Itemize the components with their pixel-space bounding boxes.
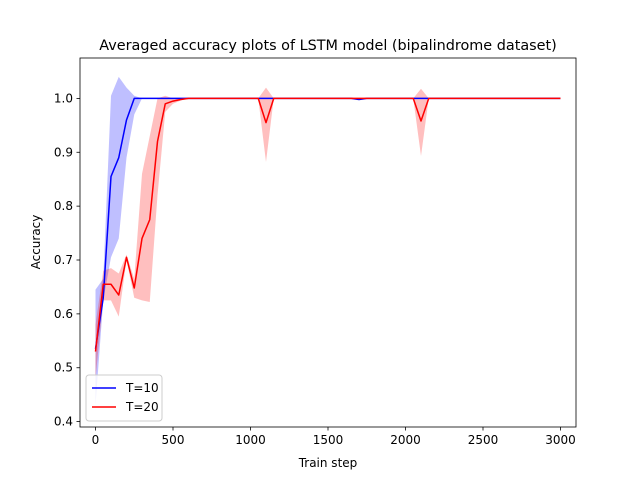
plot-marks xyxy=(94,76,561,406)
y-tick-label: 0.7 xyxy=(54,253,73,267)
y-tick-label: 0.9 xyxy=(54,145,73,159)
x-tick-label: 3000 xyxy=(545,433,576,447)
x-axis-title: Train step xyxy=(298,456,358,470)
y-tick-label: 0.8 xyxy=(54,199,73,213)
y-tick-label: 0.5 xyxy=(54,361,73,375)
axes: 0 500 1000 1500 2000 2500 3000 0.4 0.5 0.6 0.7 0.8 0… xyxy=(54,57,577,447)
x-tick-label: 0 xyxy=(92,433,100,447)
y-axis-title: Accuracy xyxy=(29,215,43,270)
y-tick-label: 1.0 xyxy=(54,91,73,105)
legend: T=10 T=20 xyxy=(85,374,163,422)
x-tick-label: 2500 xyxy=(468,433,499,447)
legend-label-2: T=20 xyxy=(125,400,159,414)
y-tick-label: 0.4 xyxy=(54,415,73,429)
legend-box xyxy=(85,374,163,422)
plot-area xyxy=(94,76,561,406)
x-tick-label: 2000 xyxy=(390,433,421,447)
y-tick-label: 0.6 xyxy=(54,307,73,321)
x-tick-label: 1000 xyxy=(235,433,266,447)
chart-title: Averaged accuracy plots of LSTM model (b… xyxy=(99,38,557,54)
series-2-line xyxy=(94,97,561,352)
x-tick-label: 1500 xyxy=(313,433,344,447)
legend-label-1: T=10 xyxy=(125,381,159,395)
x-tick-label: 500 xyxy=(162,433,185,447)
